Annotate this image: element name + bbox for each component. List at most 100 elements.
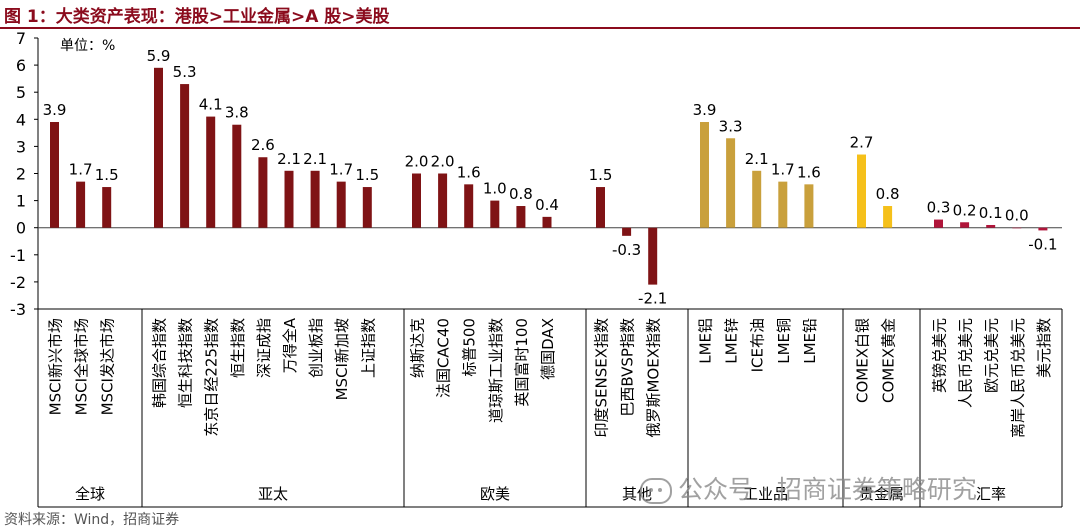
bar	[1012, 227, 1022, 229]
data-label: 0.8	[876, 185, 900, 203]
bar	[542, 216, 552, 228]
y-tick-label: 5	[16, 83, 26, 102]
data-label: 5.9	[147, 47, 171, 65]
data-label: 1.7	[329, 161, 353, 179]
bar	[596, 187, 605, 228]
bar	[883, 206, 893, 228]
category-label: 上证指数	[359, 318, 377, 378]
data-label: 0.3	[927, 199, 951, 217]
bar	[490, 200, 500, 228]
data-label: 3.9	[693, 101, 717, 119]
data-label: 2.0	[431, 153, 455, 171]
group-label: 全球	[75, 485, 105, 503]
bar	[752, 170, 762, 228]
bar	[778, 181, 788, 228]
y-tick-label: -3	[10, 300, 26, 319]
category-label: 深证成指	[255, 318, 273, 378]
bar	[284, 170, 294, 228]
bar	[986, 224, 996, 228]
category-label: 俄罗斯MOEX指数	[645, 318, 663, 438]
category-label: MSCI发达市场	[99, 318, 117, 415]
category-label: MSCI全球市场	[73, 318, 91, 415]
bar	[180, 84, 190, 228]
category-label: 印度SENSEX指数	[593, 318, 611, 438]
data-label: 2.1	[303, 150, 327, 168]
data-label: -2.1	[638, 290, 667, 308]
bar	[934, 219, 943, 228]
category-label: LME铅	[801, 318, 819, 364]
title-rule	[0, 27, 1080, 29]
bar	[960, 222, 970, 228]
watermark-text: 公众号 · 招商证券策略研究	[678, 475, 977, 504]
data-label: -0.1	[1028, 235, 1057, 253]
data-label: 0.8	[509, 185, 533, 203]
data-label: 1.5	[589, 166, 613, 184]
bar	[622, 227, 632, 236]
y-tick-label: 6	[16, 56, 26, 75]
chat-icon	[640, 478, 672, 504]
data-label: 1.6	[797, 163, 821, 181]
bar	[1038, 227, 1048, 231]
bar	[102, 187, 112, 228]
y-tick-label: -2	[10, 273, 26, 292]
category-label: LME锌	[723, 318, 741, 364]
unit-label: 单位：%	[60, 38, 115, 54]
category-label: MSCI新加坡	[333, 318, 351, 400]
category-label: 道琼斯工业指数	[487, 318, 505, 423]
category-label: 欧元兑美元	[983, 318, 1001, 393]
bar	[206, 116, 216, 228]
bar	[700, 122, 709, 228]
bar	[310, 170, 320, 228]
bar	[50, 122, 59, 228]
data-label: 2.6	[251, 136, 275, 154]
bar	[804, 184, 814, 228]
bar	[258, 157, 268, 228]
data-label: -0.3	[612, 241, 641, 259]
data-label: 5.3	[173, 63, 197, 81]
category-label: ICE布油	[749, 318, 767, 372]
bar	[154, 67, 163, 228]
group-label: 贵金属	[859, 485, 904, 503]
category-label: 人民币兑美元	[957, 318, 975, 408]
group-label: 汇率	[976, 485, 1006, 503]
bar	[726, 138, 736, 228]
category-label: 法国CAC40	[435, 318, 453, 398]
y-tick-label: 7	[16, 29, 26, 48]
y-tick-label: 4	[16, 110, 26, 129]
y-tick-label: 1	[16, 192, 26, 211]
figure-title: 图 1：大类资产表现：港股>工业金属>A 股>美股	[4, 7, 390, 27]
group-label: 工业品	[743, 485, 788, 503]
category-label: 恒生科技指数	[177, 318, 195, 408]
category-label: LME铝	[697, 318, 715, 364]
data-label: 1.6	[457, 163, 481, 181]
data-label: 3.8	[225, 104, 249, 122]
category-label: COMEX白银	[854, 318, 872, 403]
category-label: 韩国综合指数	[151, 318, 169, 408]
bar	[232, 124, 242, 228]
group-label: 亚太	[258, 485, 288, 503]
data-label: 0.1	[979, 204, 1003, 222]
y-tick-label: -1	[10, 246, 26, 265]
category-label: MSCI新兴市场	[47, 318, 65, 415]
bar	[412, 173, 421, 228]
data-label: 3.9	[43, 101, 67, 119]
y-tick-label: 2	[16, 165, 26, 184]
data-label: 0.2	[953, 201, 977, 219]
data-label: 2.1	[745, 150, 769, 168]
data-label: 1.7	[771, 161, 795, 179]
bar	[362, 187, 372, 228]
data-label: 2.1	[277, 150, 301, 168]
category-label: 标普500	[461, 318, 479, 377]
category-label: LME铜	[775, 318, 793, 364]
bar	[336, 181, 346, 228]
data-label: 0.4	[535, 196, 559, 214]
category-label: 创业板指	[307, 318, 325, 378]
data-label: 0.0	[1005, 207, 1029, 225]
bar	[648, 227, 658, 285]
data-label: 1.5	[95, 166, 119, 184]
category-label: 纳斯达克	[409, 318, 427, 378]
bar	[438, 173, 448, 228]
category-label: COMEX黄金	[880, 318, 898, 403]
bar	[76, 181, 86, 228]
y-tick-label: 0	[16, 219, 26, 238]
